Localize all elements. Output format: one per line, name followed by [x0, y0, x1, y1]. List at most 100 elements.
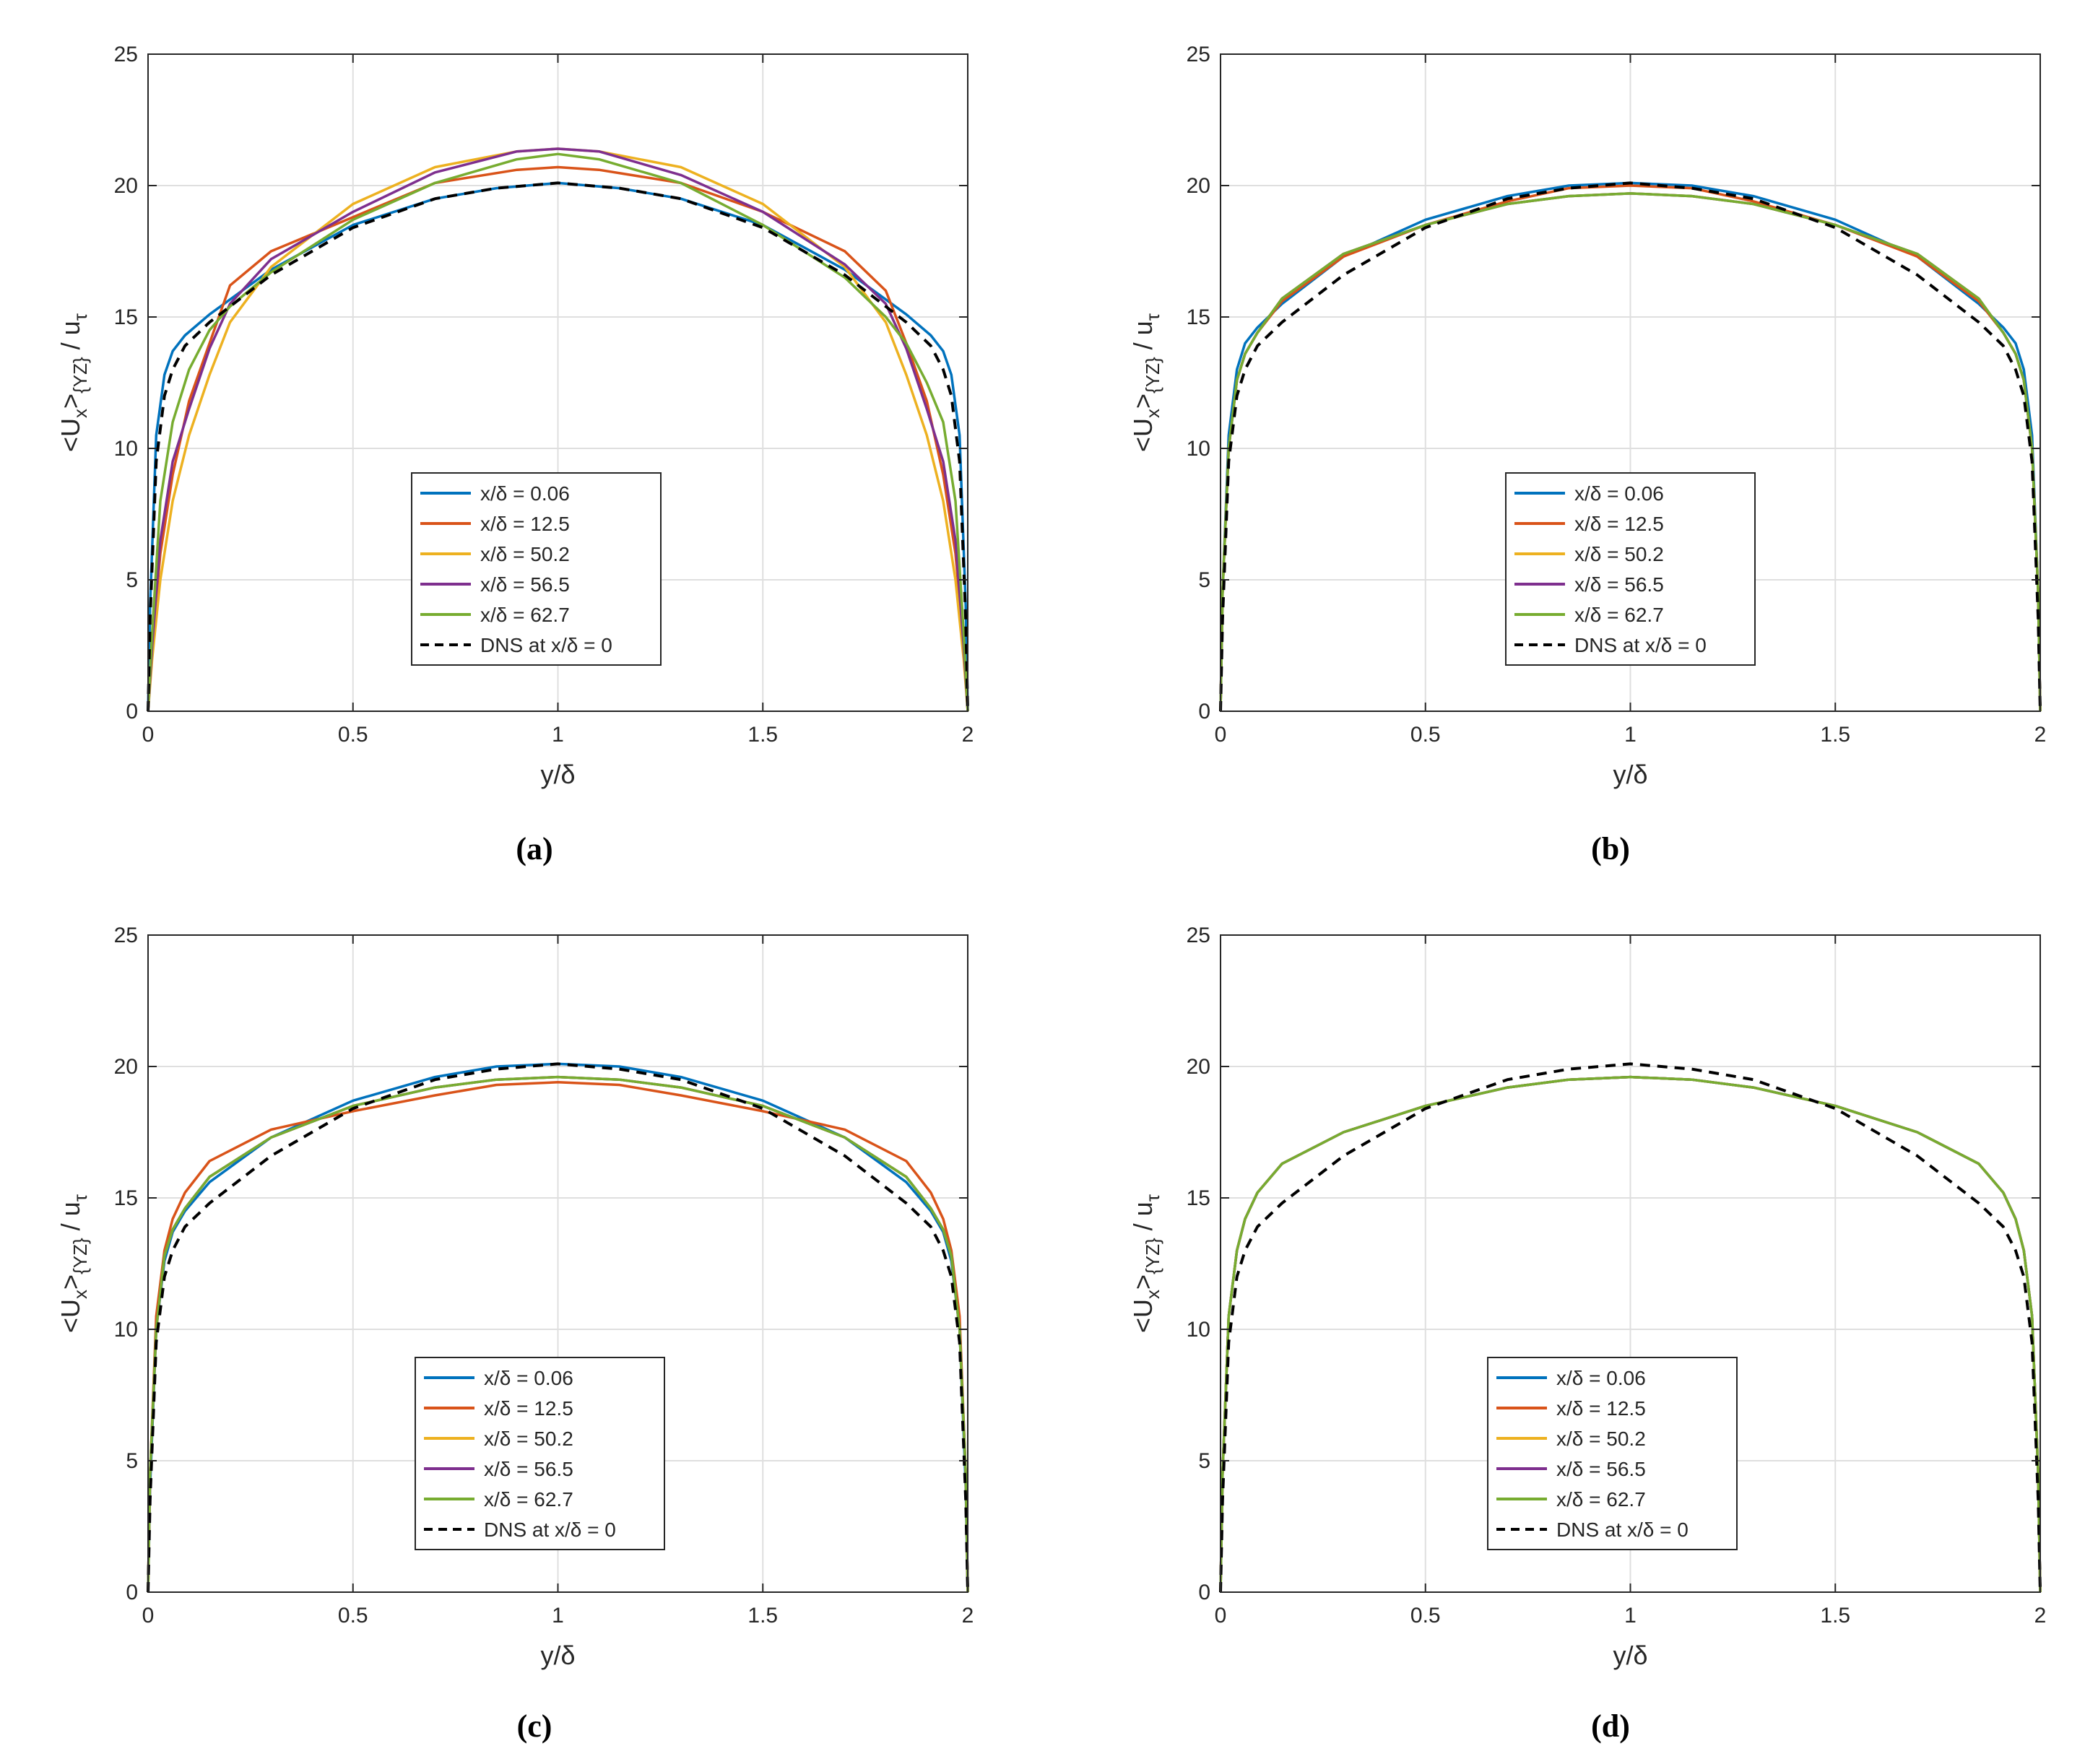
x-tick-label: 1.5	[747, 723, 778, 747]
series-line	[1219, 1062, 2042, 1593]
series-line	[1219, 1075, 2042, 1593]
y-tick-label: 5	[1198, 1449, 1210, 1473]
legend-label: x/δ = 0.06	[480, 482, 570, 505]
legend-label: x/δ = 0.06	[1574, 482, 1664, 505]
y-tick-label: 15	[114, 1186, 138, 1210]
legend: x/δ = 0.06 x/δ = 12.5 x/δ = 50.2 x/δ = 56.5…	[411, 472, 662, 666]
legend-label: x/δ = 56.5	[480, 573, 570, 596]
x-tick-label: 0	[142, 1604, 155, 1628]
y-axis-label: <Ux>{YZ} / uτ	[56, 313, 91, 452]
x-tick-label: 0.5	[338, 1604, 368, 1628]
x-tick-label: 0	[1215, 1604, 1227, 1628]
y-tick-label: 10	[114, 1318, 138, 1342]
panel-label: (c)	[517, 1708, 552, 1744]
series-line	[147, 147, 969, 712]
x-tick-label: 0.5	[1410, 723, 1441, 747]
x-axis-label: y/δ	[540, 760, 575, 789]
legend-label: DNS at x/δ = 0	[480, 634, 612, 656]
x-tick-label: 1.5	[1820, 723, 1850, 747]
x-tick-label: 2	[2034, 1604, 2047, 1628]
x-tick-label: 0	[1215, 723, 1227, 747]
legend-label: x/δ = 62.7	[1556, 1488, 1646, 1511]
y-tick-label: 0	[1198, 1581, 1210, 1604]
legend-label: x/δ = 50.2	[1574, 543, 1664, 565]
y-tick-label: 25	[114, 924, 138, 947]
series-line	[147, 1075, 969, 1593]
legend-label: x/δ = 62.7	[1574, 604, 1664, 626]
x-axis-label: y/δ	[1613, 1641, 1647, 1670]
legend-label: DNS at x/δ = 0	[1574, 634, 1707, 656]
panel-label: (d)	[1591, 1708, 1630, 1744]
y-tick-label: 25	[1187, 43, 1210, 66]
legend-label: x/δ = 56.5	[1574, 573, 1664, 596]
series-line	[1219, 192, 2042, 712]
legend: x/δ = 0.06 x/δ = 12.5 x/δ = 50.2 x/δ = 56.5…	[415, 1357, 665, 1550]
legend-box	[1505, 472, 1756, 666]
y-tick-label: 5	[126, 568, 138, 592]
legend-label: x/δ = 50.2	[480, 543, 570, 565]
y-tick-label: 25	[1187, 924, 1210, 947]
legend-label: x/δ = 12.5	[1574, 513, 1664, 535]
series-line	[147, 1062, 969, 1593]
legend-label: x/δ = 56.5	[484, 1458, 573, 1480]
legend-label: x/δ = 62.7	[484, 1488, 573, 1511]
y-tick-label: 0	[1198, 700, 1210, 724]
series-line	[147, 152, 969, 712]
series-line	[147, 181, 969, 712]
y-tick-label: 20	[1187, 1055, 1210, 1079]
y-tick-label: 20	[114, 1055, 138, 1079]
y-axis-label: <Ux>{YZ} / uτ	[1128, 313, 1163, 452]
legend-label: x/δ = 62.7	[480, 604, 570, 626]
x-tick-label: 0.5	[1410, 1604, 1441, 1628]
y-tick-label: 10	[114, 437, 138, 461]
legend-label: DNS at x/δ = 0	[484, 1518, 616, 1541]
legend-label: x/δ = 0.06	[1556, 1367, 1646, 1389]
y-tick-label: 10	[1187, 437, 1210, 461]
legend-box	[411, 472, 662, 666]
legend-label: x/δ = 56.5	[1556, 1458, 1646, 1480]
y-tick-label: 15	[1187, 305, 1210, 329]
legend-label: x/δ = 50.2	[1556, 1428, 1646, 1450]
x-tick-label: 1.5	[1820, 1604, 1850, 1628]
y-tick-label: 25	[114, 43, 138, 66]
y-tick-label: 5	[126, 1449, 138, 1473]
legend-label: x/δ = 50.2	[484, 1428, 573, 1450]
x-tick-label: 1	[1624, 1604, 1637, 1628]
x-tick-label: 1	[552, 1604, 564, 1628]
x-tick-label: 2	[2034, 723, 2047, 747]
x-axis-label: y/δ	[540, 1641, 575, 1670]
x-tick-label: 1.5	[747, 1604, 778, 1628]
x-tick-label: 1	[1624, 723, 1637, 747]
x-axis-label: y/δ	[1613, 760, 1647, 789]
y-tick-label: 0	[126, 700, 138, 724]
x-tick-label: 1	[552, 723, 564, 747]
y-tick-label: 0	[126, 1581, 138, 1604]
x-tick-label: 2	[962, 1604, 974, 1628]
x-tick-label: 2	[962, 723, 974, 747]
legend-label: x/δ = 0.06	[484, 1367, 573, 1389]
legend-box	[1487, 1357, 1738, 1550]
y-tick-label: 10	[1187, 1318, 1210, 1342]
y-axis-label: <Ux>{YZ} / uτ	[1128, 1194, 1163, 1333]
y-tick-label: 5	[1198, 568, 1210, 592]
y-axis-label: <Ux>{YZ} / uτ	[56, 1194, 91, 1333]
x-tick-label: 0.5	[338, 723, 368, 747]
panel-label: (a)	[516, 831, 552, 866]
y-tick-label: 15	[114, 305, 138, 329]
y-tick-label: 15	[1187, 1186, 1210, 1210]
legend: x/δ = 0.06 x/δ = 12.5 x/δ = 50.2 x/δ = 56.5…	[1505, 472, 1756, 666]
legend-label: x/δ = 12.5	[484, 1397, 573, 1420]
series-line	[147, 1081, 969, 1593]
legend-label: x/δ = 12.5	[1556, 1397, 1646, 1420]
y-tick-label: 20	[114, 174, 138, 198]
legend-label: x/δ = 12.5	[480, 513, 570, 535]
legend-label: DNS at x/δ = 0	[1556, 1518, 1689, 1541]
series-line	[1219, 181, 2042, 712]
panel-label: (b)	[1591, 831, 1630, 866]
y-tick-label: 20	[1187, 174, 1210, 198]
